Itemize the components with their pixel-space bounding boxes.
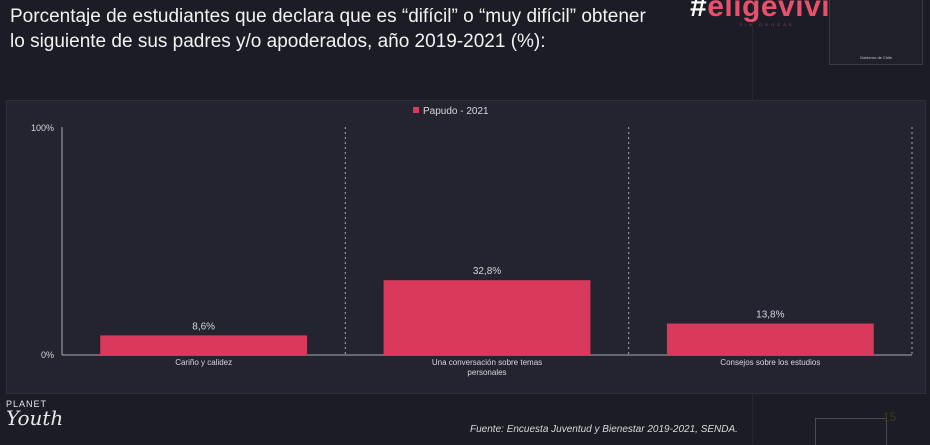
y-tick-label: 100% xyxy=(31,123,54,133)
government-seal: Gobierno de Chile xyxy=(829,0,923,65)
eligevivir-logo: #eligevivir xyxy=(690,0,843,23)
bar xyxy=(666,323,874,355)
planet-youth-logo: PLANET Youth xyxy=(6,399,64,430)
page-number-box xyxy=(815,418,887,445)
category-label: personales xyxy=(467,368,506,377)
legend-label: Papudo - 2021 xyxy=(423,106,489,117)
data-label: 32,8% xyxy=(473,266,501,277)
legend-swatch xyxy=(413,107,419,113)
y-tick-label: 0% xyxy=(41,350,54,360)
seal-label: Gobierno de Chile xyxy=(859,55,893,60)
category-label: Consejos sobre los estudios xyxy=(720,358,820,367)
chart-area: 100% 0% 8,6% Cariño y calidez 32,8% Una conve… xyxy=(6,100,926,394)
planet-logo-bottom: Youth xyxy=(6,406,64,430)
slide-title: Porcentaje de estudiantes que declara qu… xyxy=(10,6,646,52)
source-note: Fuente: Encuesta Juventud y Bienestar 20… xyxy=(470,424,738,435)
planet-logo-top: PLANET xyxy=(6,399,48,409)
data-label: 13,8% xyxy=(756,310,784,321)
bar xyxy=(383,280,591,355)
category-label: Una conversación sobre temas xyxy=(432,358,542,367)
data-label: 8,6% xyxy=(192,321,215,332)
bar xyxy=(100,335,308,355)
bar-chart: 100% 0% 8,6% Cariño y calidez 32,8% Una conve… xyxy=(31,106,913,377)
page-number: 15 xyxy=(883,410,897,424)
category-label: Cariño y calidez xyxy=(175,358,232,367)
logo-tagline: SIN DROGAS xyxy=(739,22,795,27)
